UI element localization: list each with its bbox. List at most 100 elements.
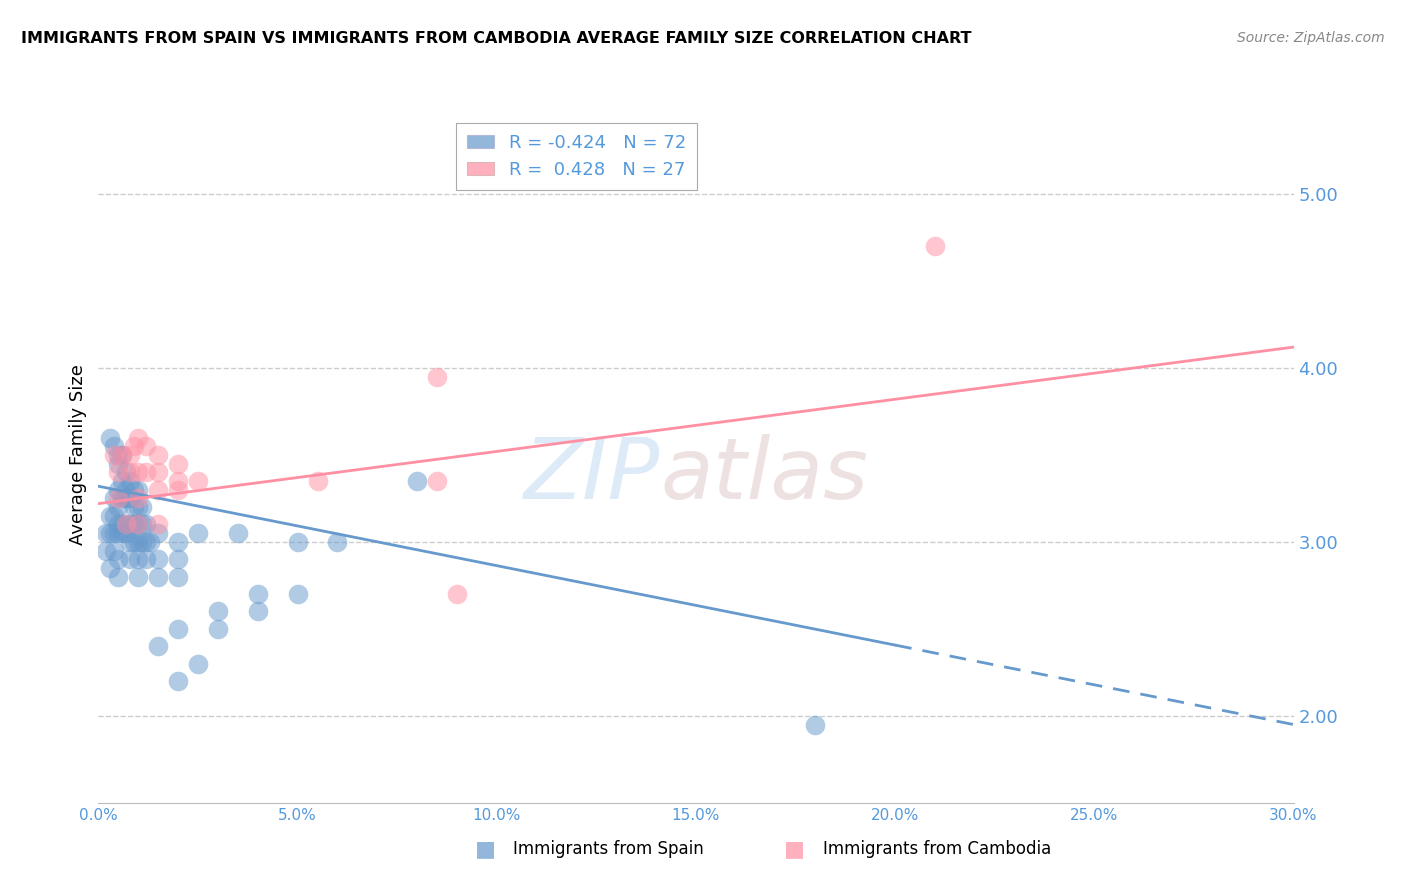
Text: Immigrants from Cambodia: Immigrants from Cambodia: [823, 840, 1050, 858]
Point: [107, 466, 129, 480]
Text: Source: ZipAtlas.com: Source: ZipAtlas.com: [1237, 31, 1385, 45]
Point: [120, 448, 142, 462]
Point: [226, 526, 249, 541]
Point: [167, 622, 190, 636]
Point: [246, 587, 269, 601]
Text: ■: ■: [785, 839, 804, 859]
Point: [287, 587, 309, 601]
Point: [111, 491, 134, 506]
Point: [167, 674, 190, 689]
Text: atlas: atlas: [661, 434, 868, 517]
Point: [148, 448, 170, 462]
Point: [107, 483, 129, 497]
Point: [167, 570, 190, 584]
Point: [167, 474, 190, 488]
Point: [98, 431, 122, 445]
Point: [148, 517, 170, 532]
Point: [124, 535, 146, 549]
Point: [107, 552, 129, 566]
Point: [98, 561, 122, 575]
Point: [111, 526, 134, 541]
Point: [406, 474, 429, 488]
Point: [127, 466, 149, 480]
Point: [167, 535, 190, 549]
Point: [187, 526, 209, 541]
Point: [115, 517, 138, 532]
Point: [103, 543, 125, 558]
Point: [98, 508, 122, 523]
Point: [207, 605, 229, 619]
Point: [127, 483, 149, 497]
Point: [98, 526, 122, 541]
Point: [111, 448, 134, 462]
Point: [148, 552, 170, 566]
Point: [135, 466, 157, 480]
Point: [135, 439, 157, 453]
Point: [446, 587, 468, 601]
Point: [120, 535, 142, 549]
Point: [111, 474, 134, 488]
Point: [124, 483, 146, 497]
Text: Immigrants from Spain: Immigrants from Spain: [513, 840, 704, 858]
Point: [107, 448, 129, 462]
Point: [148, 483, 170, 497]
Point: [120, 552, 142, 566]
Point: [127, 552, 149, 566]
Point: [167, 483, 190, 497]
Point: [107, 500, 129, 514]
Y-axis label: Average Family Size: Average Family Size: [69, 365, 87, 545]
Point: [96, 543, 118, 558]
Point: [924, 239, 946, 253]
Point: [426, 474, 449, 488]
Point: [131, 500, 153, 514]
Point: [111, 517, 134, 532]
Point: [127, 491, 149, 506]
Point: [148, 466, 170, 480]
Point: [120, 517, 142, 532]
Point: [96, 526, 118, 541]
Point: [124, 500, 146, 514]
Text: IMMIGRANTS FROM SPAIN VS IMMIGRANTS FROM CAMBODIA AVERAGE FAMILY SIZE CORRELATIO: IMMIGRANTS FROM SPAIN VS IMMIGRANTS FROM…: [21, 31, 972, 46]
Point: [131, 517, 153, 532]
Point: [148, 526, 170, 541]
Point: [115, 491, 138, 506]
Point: [426, 369, 449, 384]
Point: [115, 466, 138, 480]
Point: [804, 717, 827, 731]
Point: [103, 439, 125, 453]
Point: [120, 474, 142, 488]
Point: [127, 431, 149, 445]
Point: [127, 517, 149, 532]
Point: [107, 526, 129, 541]
Point: [127, 535, 149, 549]
Point: [124, 439, 146, 453]
Point: [148, 639, 170, 653]
Point: [187, 657, 209, 671]
Point: [103, 448, 125, 462]
Point: [120, 491, 142, 506]
Point: [167, 552, 190, 566]
Point: [307, 474, 329, 488]
Point: [107, 517, 129, 532]
Point: [107, 457, 129, 471]
Point: [207, 622, 229, 636]
Point: [246, 605, 269, 619]
Point: [103, 491, 125, 506]
Point: [127, 570, 149, 584]
Point: [107, 570, 129, 584]
Point: [131, 535, 153, 549]
Point: [127, 517, 149, 532]
Point: [127, 500, 149, 514]
Point: [148, 570, 170, 584]
Point: [115, 517, 138, 532]
Point: [287, 535, 309, 549]
Point: [115, 526, 138, 541]
Point: [103, 508, 125, 523]
Point: [167, 457, 190, 471]
Point: [135, 535, 157, 549]
Text: ZIP: ZIP: [524, 434, 661, 517]
Point: [111, 448, 134, 462]
Point: [326, 535, 349, 549]
Point: [107, 491, 129, 506]
Legend: R = -0.424   N = 72, R =  0.428   N = 27: R = -0.424 N = 72, R = 0.428 N = 27: [456, 123, 697, 190]
